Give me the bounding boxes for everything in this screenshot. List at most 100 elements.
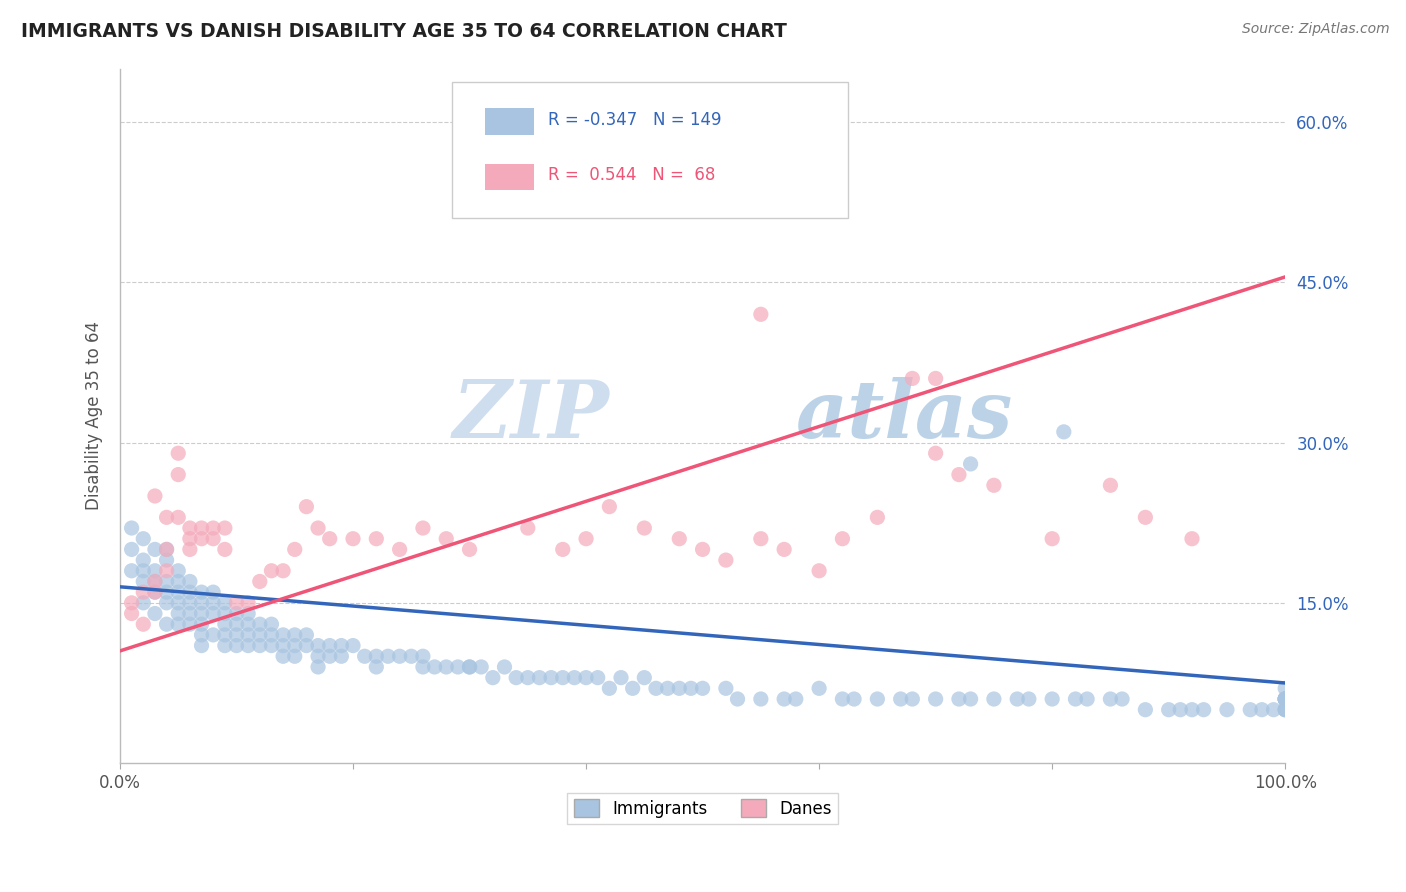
Point	[342, 639, 364, 653]
Point	[924, 692, 946, 706]
Point	[214, 521, 236, 535]
Point	[679, 681, 702, 696]
Point	[1263, 703, 1285, 717]
Text: ZIP: ZIP	[453, 377, 609, 455]
Point	[366, 660, 388, 674]
Point	[260, 617, 283, 632]
Point	[564, 671, 586, 685]
Point	[377, 649, 399, 664]
Point	[668, 681, 690, 696]
Point	[132, 596, 155, 610]
Point	[924, 371, 946, 385]
Point	[271, 649, 294, 664]
Point	[307, 660, 329, 674]
Point	[225, 607, 247, 621]
Point	[516, 671, 538, 685]
Point	[529, 671, 551, 685]
Point	[727, 692, 749, 706]
Point	[342, 532, 364, 546]
Point	[924, 446, 946, 460]
Point	[155, 542, 177, 557]
Point	[225, 628, 247, 642]
Point	[1274, 703, 1296, 717]
Point	[121, 521, 143, 535]
Point	[645, 681, 668, 696]
Point	[167, 585, 190, 599]
Point	[785, 692, 807, 706]
Point	[319, 639, 342, 653]
Point	[214, 628, 236, 642]
Point	[271, 564, 294, 578]
Point	[1274, 681, 1296, 696]
Point	[434, 532, 457, 546]
Point	[167, 564, 190, 578]
Point	[319, 532, 342, 546]
Point	[749, 532, 772, 546]
Point	[1192, 703, 1215, 717]
Point	[505, 671, 527, 685]
Point	[271, 628, 294, 642]
Point	[388, 649, 411, 664]
Point	[1135, 510, 1157, 524]
Point	[551, 542, 574, 557]
Point	[121, 542, 143, 557]
Point	[202, 585, 225, 599]
Point	[143, 564, 166, 578]
Point	[214, 617, 236, 632]
Point	[831, 692, 853, 706]
Point	[260, 628, 283, 642]
Point	[1064, 692, 1087, 706]
Point	[179, 596, 201, 610]
Point	[330, 639, 353, 653]
Point	[121, 607, 143, 621]
Point	[540, 671, 562, 685]
Point	[284, 628, 307, 642]
Point	[1170, 703, 1192, 717]
Point	[575, 532, 598, 546]
Point	[1135, 703, 1157, 717]
Point	[458, 542, 481, 557]
Point	[1274, 692, 1296, 706]
Point	[458, 660, 481, 674]
Point	[179, 617, 201, 632]
Point	[155, 617, 177, 632]
Point	[202, 521, 225, 535]
Point	[470, 660, 492, 674]
Point	[598, 500, 620, 514]
Point	[295, 639, 318, 653]
Point	[167, 467, 190, 482]
Point	[1181, 703, 1204, 717]
Point	[412, 660, 434, 674]
Y-axis label: Disability Age 35 to 64: Disability Age 35 to 64	[86, 321, 103, 510]
Point	[1111, 692, 1133, 706]
Point	[143, 489, 166, 503]
Point	[401, 649, 423, 664]
Point	[155, 585, 177, 599]
Point	[447, 660, 470, 674]
Point	[575, 671, 598, 685]
Point	[423, 660, 446, 674]
Point	[808, 681, 831, 696]
Point	[842, 692, 865, 706]
Point	[190, 532, 212, 546]
Point	[132, 574, 155, 589]
Point	[388, 542, 411, 557]
Text: R =  0.544   N =  68: R = 0.544 N = 68	[547, 167, 716, 185]
Point	[214, 596, 236, 610]
Point	[434, 660, 457, 674]
Point	[1274, 692, 1296, 706]
Point	[190, 585, 212, 599]
Point	[190, 628, 212, 642]
Point	[214, 542, 236, 557]
Point	[948, 692, 970, 706]
Point	[236, 617, 259, 632]
Point	[249, 628, 271, 642]
Point	[1181, 532, 1204, 546]
Bar	[485, 108, 534, 135]
Point	[1274, 692, 1296, 706]
Point	[225, 639, 247, 653]
Point	[249, 617, 271, 632]
Point	[284, 542, 307, 557]
Point	[901, 692, 924, 706]
Point	[307, 649, 329, 664]
